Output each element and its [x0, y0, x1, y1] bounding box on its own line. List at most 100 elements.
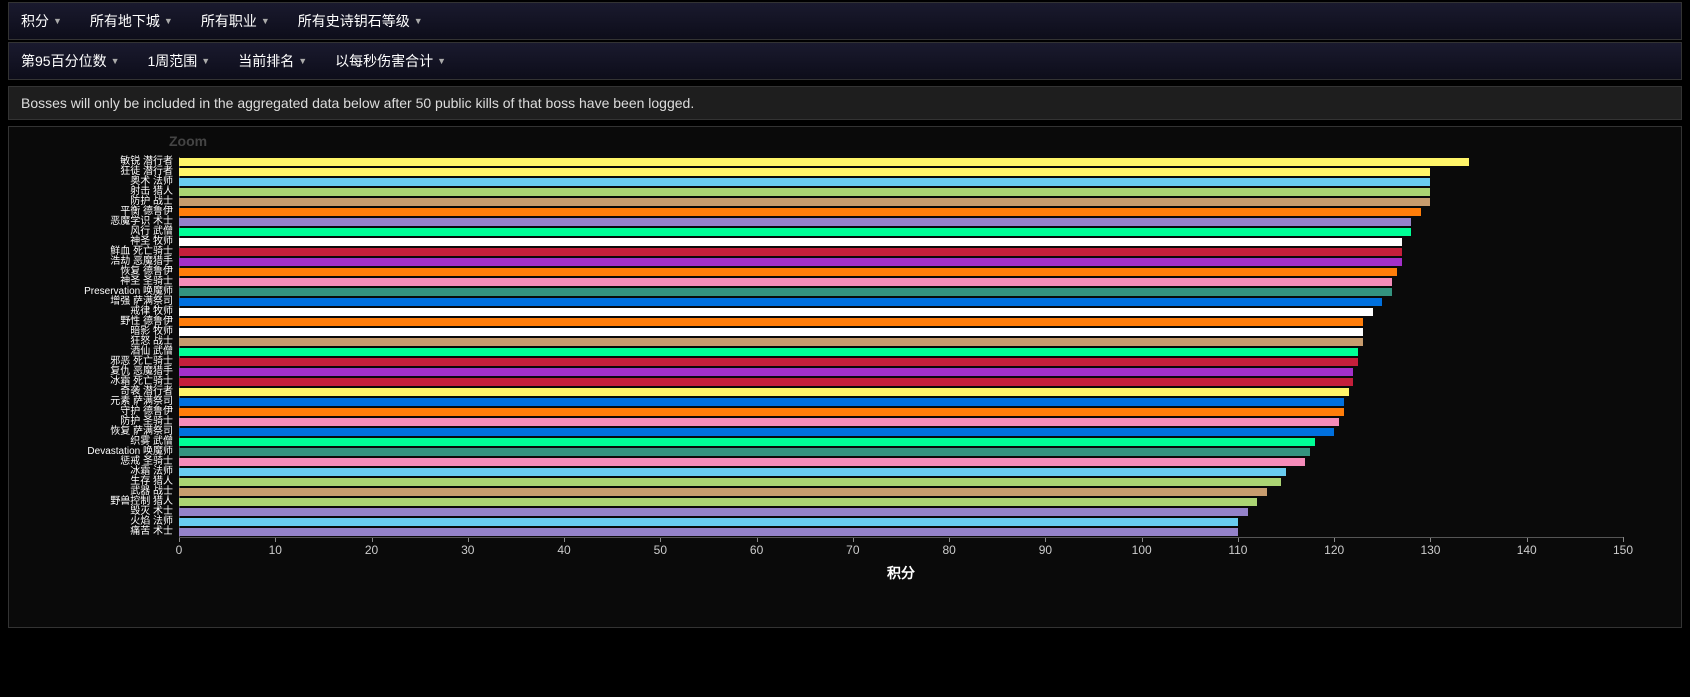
bar-fill[interactable] [179, 458, 1305, 466]
bar-row: 浩劫 恶魔猎手 [179, 257, 1623, 267]
x-tick: 10 [269, 543, 282, 557]
bar-fill[interactable] [179, 448, 1310, 456]
bar-fill[interactable] [179, 248, 1402, 256]
chevron-down-icon: ▼ [414, 16, 423, 26]
bar-fill[interactable] [179, 278, 1392, 286]
bar-fill[interactable] [179, 338, 1363, 346]
bar-fill[interactable] [179, 208, 1421, 216]
bar-fill[interactable] [179, 418, 1339, 426]
bar-fill[interactable] [179, 318, 1363, 326]
bar-fill[interactable] [179, 468, 1286, 476]
x-tick: 140 [1517, 543, 1537, 557]
filter-row-2: 第95百分位数▼ 1周范围▼ 当前排名▼ 以每秒伤害合计▼ [8, 42, 1682, 80]
chevron-down-icon: ▼ [111, 56, 120, 66]
filter-label: 第95百分位数 [21, 51, 107, 71]
x-tick: 60 [750, 543, 763, 557]
bar-fill[interactable] [179, 478, 1281, 486]
bar-row: 风行 武僧 [179, 227, 1623, 237]
bar-fill[interactable] [179, 498, 1257, 506]
bar-fill[interactable] [179, 178, 1430, 186]
bar-fill[interactable] [179, 508, 1248, 516]
filter-label: 积分 [21, 11, 49, 31]
bar-row: 戒律 牧师 [179, 307, 1623, 317]
bar-chart: 敏锐 潜行者狂徒 潜行者奥术 法师射击 猎人防护 战士平衡 德鲁伊恶魔学识 术士… [19, 137, 1651, 587]
bar-row: 神圣 牧师 [179, 237, 1623, 247]
bar-fill[interactable] [179, 348, 1358, 356]
filter-classes[interactable]: 所有职业 ▼ [201, 7, 270, 35]
filter-keylevel[interactable]: 所有史诗钥石等级▼ [298, 7, 423, 35]
filter-percentile[interactable]: 第95百分位数 ▼ [21, 47, 120, 75]
filter-metric[interactable]: 以每秒伤害合计 ▼ [335, 47, 446, 75]
bar-fill[interactable] [179, 488, 1267, 496]
filter-label: 以每秒伤害合计 [335, 51, 433, 71]
chevron-down-icon: ▼ [201, 56, 210, 66]
bar-row: 暗影 牧师 [179, 327, 1623, 337]
bar-row: 防护 战士 [179, 197, 1623, 207]
bar-fill[interactable] [179, 368, 1353, 376]
filter-label: 所有地下城 [90, 11, 160, 31]
bar-row: 复仇 恶魔猎手 [179, 367, 1623, 377]
notice-text: Bosses will only be included in the aggr… [21, 95, 694, 111]
bar-label: 痛苦 术士 [130, 527, 179, 537]
bar-row: 毁灭 术士 [179, 507, 1623, 517]
bar-row: Preservation 唤魔师 [179, 287, 1623, 297]
x-tick: 110 [1228, 543, 1247, 557]
bar-fill[interactable] [179, 388, 1349, 396]
filter-dungeons[interactable]: 所有地下城 ▼ [90, 7, 173, 35]
bar-fill[interactable] [179, 218, 1411, 226]
bar-fill[interactable] [179, 268, 1397, 276]
bar-fill[interactable] [179, 168, 1430, 176]
bar-fill[interactable] [179, 238, 1402, 246]
bar-fill[interactable] [179, 158, 1469, 166]
x-tick: 50 [654, 543, 667, 557]
x-tick: 120 [1324, 543, 1344, 557]
bar-row: 敏锐 潜行者 [179, 157, 1623, 167]
bar-fill[interactable] [179, 288, 1392, 296]
chevron-down-icon: ▼ [298, 56, 307, 66]
x-tick: 20 [365, 543, 378, 557]
filter-row-1: 积分▼ 所有地下城▼ 所有职业▼ 所有史诗钥石等级▼ [8, 2, 1682, 40]
bar-fill[interactable] [179, 358, 1358, 366]
bar-fill[interactable] [179, 378, 1353, 386]
chevron-down-icon: ▼ [261, 16, 270, 26]
bar-row: 奥术 法师 [179, 177, 1623, 187]
filter-points[interactable]: 积分▼ [21, 7, 62, 35]
filter-label: 1周范围 [148, 51, 198, 71]
chevron-down-icon: ▼ [437, 56, 446, 66]
bar-fill[interactable] [179, 328, 1363, 336]
bar-fill[interactable] [179, 298, 1382, 306]
bar-fill[interactable] [179, 198, 1430, 206]
bar-fill[interactable] [179, 258, 1402, 266]
filter-ranking[interactable]: 当前排名▼ [238, 47, 307, 75]
x-axis-title: 积分 [887, 563, 915, 583]
bar-fill[interactable] [179, 398, 1344, 406]
bar-row: 防护 圣骑士 [179, 417, 1623, 427]
x-axis-line [179, 537, 1623, 538]
bar-fill[interactable] [179, 228, 1411, 236]
bar-row: 增强 萨满祭司 [179, 297, 1623, 307]
bar-row: 冰霜 死亡骑士 [179, 377, 1623, 387]
bar-fill[interactable] [179, 188, 1430, 196]
x-tick: 80 [942, 543, 955, 557]
bar-row: Devastation 唤魔师 [179, 447, 1623, 457]
filter-label: 所有职业 [201, 11, 257, 31]
x-tick: 0 [176, 543, 183, 557]
bar-fill[interactable] [179, 518, 1238, 526]
bar-row: 元素 萨满祭司 [179, 397, 1623, 407]
bar-row: 酒仙 武僧 [179, 347, 1623, 357]
bar-fill[interactable] [179, 308, 1373, 316]
bar-row: 火焰 法师 [179, 517, 1623, 527]
bar-fill[interactable] [179, 528, 1238, 536]
bar-fill[interactable] [179, 428, 1334, 436]
x-tick: 90 [1039, 543, 1052, 557]
bar-fill[interactable] [179, 408, 1344, 416]
chevron-down-icon: ▼ [164, 16, 173, 26]
notice-banner: Bosses will only be included in the aggr… [8, 86, 1682, 120]
bar-fill[interactable] [179, 438, 1315, 446]
filter-range[interactable]: 1周范围▼ [148, 47, 211, 75]
bar-row: 野兽控制 猎人 [179, 497, 1623, 507]
chart-container: Zoom 敏锐 潜行者狂徒 潜行者奥术 法师射击 猎人防护 战士平衡 德鲁伊恶魔… [8, 126, 1682, 628]
x-tick: 70 [846, 543, 859, 557]
bar-row: 织雾 武僧 [179, 437, 1623, 447]
bar-row: 恢复 德鲁伊 [179, 267, 1623, 277]
